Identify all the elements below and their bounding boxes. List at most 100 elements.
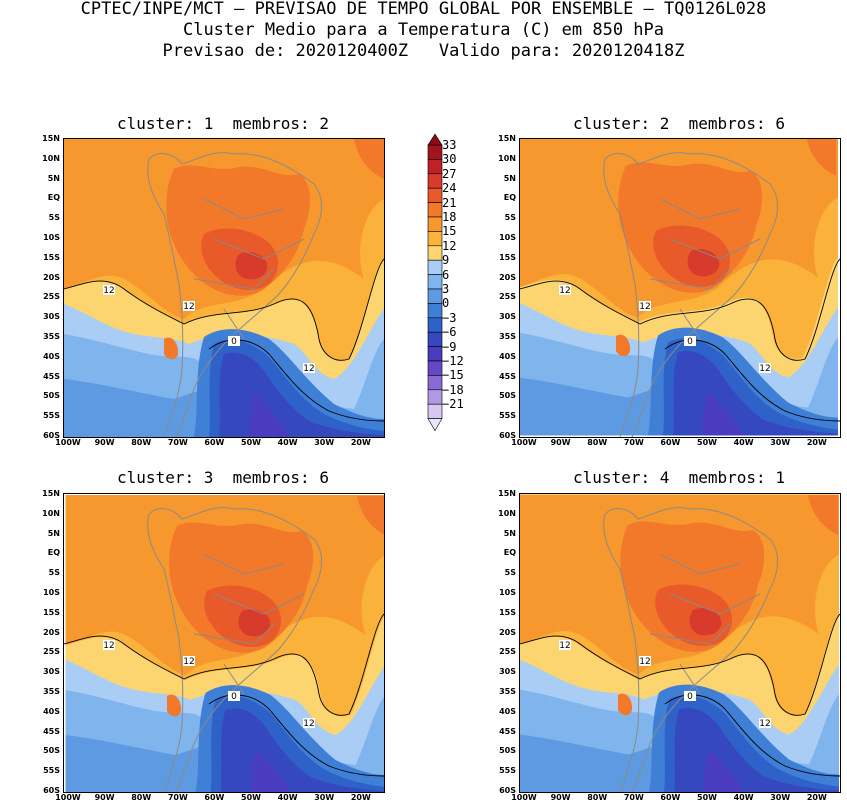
colorbar-label: −18 (442, 382, 464, 397)
lat-tick-label: 50S (499, 746, 516, 756)
lon-tick-label: 60W (660, 438, 681, 447)
colorbar-label: 24 (442, 181, 457, 196)
lon-tick-label: 70W (167, 793, 188, 802)
panel-1-map: 12 12 12 0 (63, 138, 385, 438)
lat-tick-label: 10N (498, 153, 516, 163)
contour-label: 12 (759, 364, 770, 374)
isotherm-line (520, 613, 840, 716)
colorbar-label: 27 (442, 166, 457, 181)
colorbar-swatch (427, 159, 443, 175)
panel-4-map: 12 12 12 0 (519, 493, 841, 793)
lat-tick-label: 55S (43, 411, 60, 421)
coastline (649, 553, 761, 695)
coastline (604, 507, 778, 792)
lat-tick-label: 35S (499, 687, 516, 696)
colorbar-swatch (427, 173, 443, 189)
contour-label: 12 (559, 286, 570, 296)
temperature-band (689, 608, 722, 636)
isotherm-line (208, 694, 384, 777)
colorbar-label: −9 (442, 339, 457, 354)
colorbar-swatch (427, 274, 443, 290)
lon-tick-label: 100W (511, 793, 537, 802)
lat-tick-label: 5S (48, 213, 60, 223)
colorbar-label: 12 (442, 238, 457, 253)
colorbar-swatch (427, 303, 443, 319)
lon-tick-label: 80W (131, 793, 152, 802)
lat-tick-label: 35S (43, 332, 60, 341)
lon-tick-label: 30W (770, 793, 791, 802)
lat-tick-label: 45S (43, 726, 60, 736)
lon-tick-label: 20W (806, 793, 827, 802)
contour-label: 0 (231, 692, 237, 702)
coastline (147, 158, 184, 437)
contour-label: 0 (687, 692, 693, 702)
colorbar-label: 6 (442, 267, 450, 282)
lon-tick-label: 80W (587, 438, 608, 447)
temperature-band (250, 750, 290, 792)
colorbar-label: 9 (442, 253, 450, 268)
colorbar-label: −12 (442, 354, 464, 368)
colorbar-label: 3 (442, 282, 450, 296)
coastline (649, 198, 761, 340)
colorbar-swatch (427, 346, 443, 362)
lat-tick-label: 30S (499, 312, 516, 322)
temperature-band (806, 139, 836, 176)
lat-tick-label: 30S (43, 667, 60, 677)
contour-label: 12 (639, 657, 650, 667)
lat-tick-label: 15N (498, 489, 516, 498)
contour-label: 12 (639, 302, 650, 312)
coastline (148, 507, 322, 792)
colorbar-swatch (427, 389, 443, 405)
title-line-2: Cluster Medio para a Temperatura (C) em … (182, 20, 665, 40)
panel-3-map: 12 12 12 0 (63, 493, 385, 793)
contour-label: 12 (103, 641, 114, 651)
temperature-band (249, 394, 289, 437)
temperature-band (238, 609, 271, 637)
temperature-band (703, 392, 743, 436)
colorbar-label: 30 (442, 152, 457, 167)
lat-tick-label: 40S (499, 351, 516, 361)
contour-label: 0 (687, 337, 693, 347)
temperature-band (357, 496, 384, 535)
lat-tick-label: 50S (43, 391, 60, 401)
lat-tick-label: 50S (43, 746, 60, 756)
lat-tick-label: 40S (499, 706, 516, 716)
lat-tick-label: EQ (47, 548, 60, 558)
contour-label: 12 (759, 719, 770, 729)
isotherm-line (64, 613, 384, 716)
lon-tick-label: 100W (511, 438, 537, 447)
lat-tick-label: 50S (499, 391, 516, 401)
lat-tick-label: 45S (499, 371, 516, 381)
lon-tick-label: 50W (697, 793, 717, 802)
lon-tick-label: 90W (550, 793, 571, 802)
lat-tick-label: 10S (43, 588, 60, 597)
temperature-band (616, 334, 631, 357)
lat-tick-label: 10N (42, 508, 60, 518)
lat-tick-label: 15N (42, 134, 60, 143)
lat-tick-label: 25S (499, 647, 516, 657)
lon-tick-label: 50W (697, 438, 717, 447)
lon-tick-label: 40W (277, 793, 298, 802)
lon-tick-label: 100W (55, 793, 81, 802)
colorbar-swatch (427, 259, 443, 275)
lon-tick-label: 60W (660, 793, 681, 802)
colorbar-swatch (427, 231, 443, 247)
temperature-band (354, 139, 384, 179)
lat-tick-label: 40S (43, 706, 60, 716)
contour-label: 0 (231, 337, 237, 347)
lat-tick-label: 55S (499, 766, 516, 776)
contour-label: 12 (303, 719, 314, 729)
lon-tick-label: 40W (733, 793, 754, 802)
lon-tick-label: 90W (94, 793, 115, 802)
colorbar-label: −3 (442, 310, 457, 325)
lat-tick-label: EQ (503, 193, 516, 203)
coastline (147, 513, 184, 792)
lon-tick-label: 60W (204, 438, 225, 447)
colorbar-swatch (427, 360, 443, 376)
colorbar-swatch (427, 144, 443, 160)
lat-tick-label: 20S (499, 272, 516, 282)
lat-tick-label: 60S (499, 786, 516, 795)
lat-tick-label: 25S (499, 292, 516, 302)
lat-tick-label: 15S (43, 607, 60, 617)
lon-tick-label: 90W (550, 438, 571, 447)
